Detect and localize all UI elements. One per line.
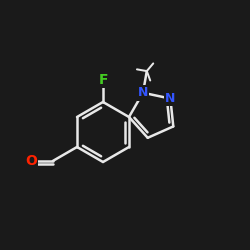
Text: N: N <box>138 86 148 99</box>
Text: N: N <box>165 92 175 105</box>
Text: O: O <box>25 154 37 168</box>
Text: F: F <box>98 73 108 87</box>
